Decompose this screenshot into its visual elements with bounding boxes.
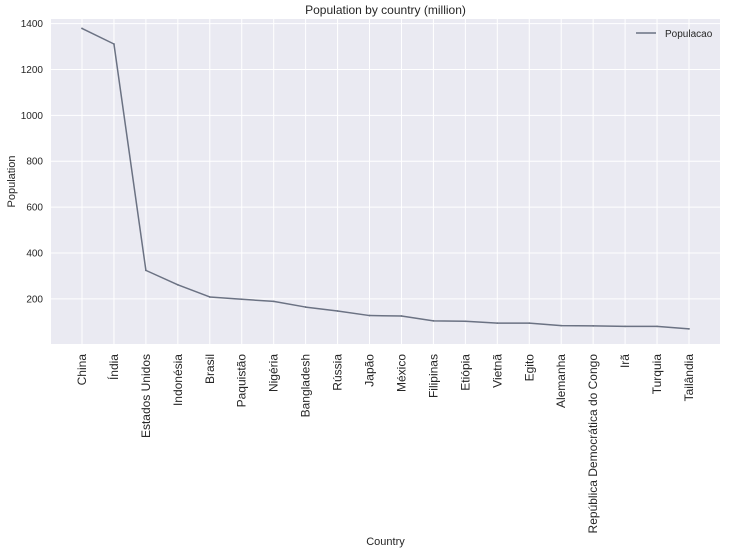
x-tick-label: Estados Unidos bbox=[139, 354, 153, 438]
x-tick-label: Alemanha bbox=[554, 354, 568, 408]
x-tick-label: Bangladesh bbox=[299, 354, 313, 417]
data-point bbox=[81, 27, 83, 30]
x-tick-label: Turquia bbox=[650, 354, 664, 395]
y-tick-label: 600 bbox=[26, 203, 43, 214]
data-point bbox=[432, 319, 435, 322]
data-point bbox=[592, 324, 595, 327]
x-axis-ticks: China Índia Estados Unidos Indonésia Brasil P… bbox=[75, 354, 696, 534]
y-tick-label: 400 bbox=[26, 248, 43, 259]
data-point bbox=[176, 283, 179, 286]
x-tick-label: Índia bbox=[106, 354, 121, 380]
x-tick-label: Brasil bbox=[203, 354, 217, 384]
data-point bbox=[336, 310, 339, 312]
x-tick-label: Vietnã bbox=[490, 354, 504, 388]
series-group bbox=[81, 27, 690, 330]
data-point bbox=[304, 306, 307, 308]
data-point bbox=[208, 296, 211, 298]
data-point bbox=[240, 298, 243, 301]
data-point bbox=[624, 325, 627, 328]
x-tick-label: México bbox=[394, 354, 408, 392]
x-tick-label: Paquistão bbox=[235, 354, 249, 408]
x-tick-label: Indonésia bbox=[171, 354, 185, 406]
x-tick-label: China bbox=[75, 354, 89, 386]
x-tick-label: Japão bbox=[363, 354, 377, 387]
x-tick-label: Irã bbox=[618, 354, 632, 368]
y-axis-ticks: 200 400 600 800 1000 1200 1400 bbox=[21, 19, 44, 305]
data-point bbox=[368, 314, 371, 317]
data-point bbox=[272, 300, 275, 303]
x-tick-label: República Democrática do Congo bbox=[586, 354, 600, 534]
y-axis-label: Population bbox=[6, 156, 18, 208]
y-tick-label: 800 bbox=[26, 157, 43, 168]
x-tick-label: Rússia bbox=[331, 354, 345, 391]
y-tick-label: 1000 bbox=[21, 111, 44, 122]
legend-label: Populacao bbox=[665, 29, 713, 40]
chart-title: Population by country (million) bbox=[305, 3, 466, 17]
x-axis-label: Country bbox=[366, 536, 405, 548]
data-point bbox=[464, 320, 467, 323]
data-point bbox=[400, 315, 403, 317]
grid-lines bbox=[51, 19, 720, 344]
x-tick-label: Nigéria bbox=[267, 354, 281, 392]
data-point bbox=[560, 324, 563, 327]
data-point bbox=[528, 322, 531, 325]
data-point bbox=[688, 327, 690, 330]
data-point bbox=[113, 43, 115, 45]
y-tick-label: 1400 bbox=[21, 19, 44, 30]
plot-area bbox=[51, 19, 720, 344]
data-point bbox=[144, 269, 147, 272]
data-point bbox=[496, 322, 499, 325]
data-point bbox=[656, 325, 658, 328]
legend: Populacao bbox=[636, 29, 713, 40]
x-tick-label: Egito bbox=[522, 354, 536, 382]
y-tick-label: 200 bbox=[26, 294, 43, 305]
x-tick-label: Filipinas bbox=[426, 354, 440, 398]
x-tick-label: Etiópia bbox=[458, 354, 472, 391]
series-line bbox=[81, 27, 690, 330]
y-tick-label: 1200 bbox=[21, 65, 44, 76]
x-tick-label: Tailândia bbox=[682, 354, 696, 402]
